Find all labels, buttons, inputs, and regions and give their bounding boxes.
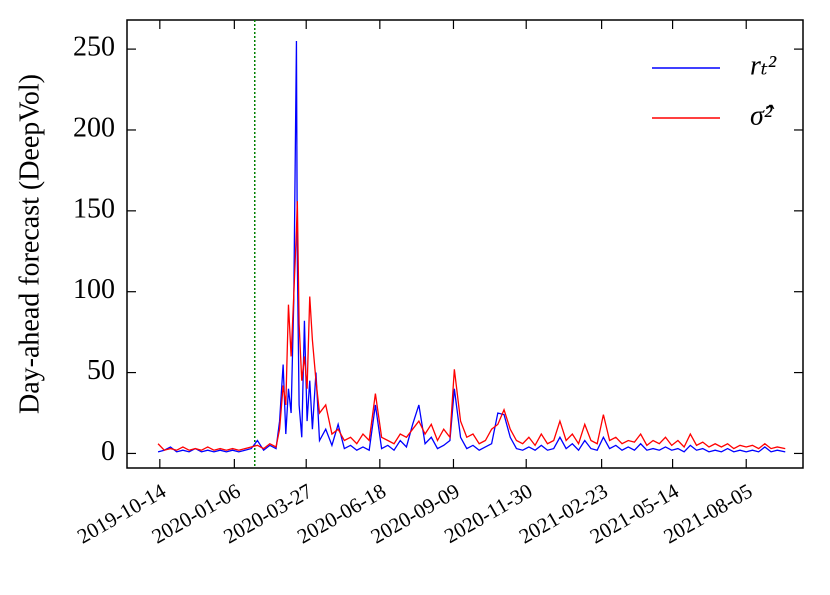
y-tick-label: 150 [73, 193, 115, 224]
y-tick-label: 50 [87, 355, 115, 386]
series-line [157, 41, 786, 453]
plot-frame [126, 19, 804, 469]
y-tick-label: 250 [73, 32, 115, 63]
y-tick-label: 100 [73, 274, 115, 305]
y-tick-label: 200 [73, 112, 115, 143]
y-axis-label: Day-ahead forecast (DeepVol) [14, 74, 45, 414]
legend-label: σ̂² [750, 100, 775, 131]
legend-label: rₜ² [750, 50, 777, 81]
series-line [157, 201, 786, 451]
y-tick-label: 0 [101, 436, 115, 467]
